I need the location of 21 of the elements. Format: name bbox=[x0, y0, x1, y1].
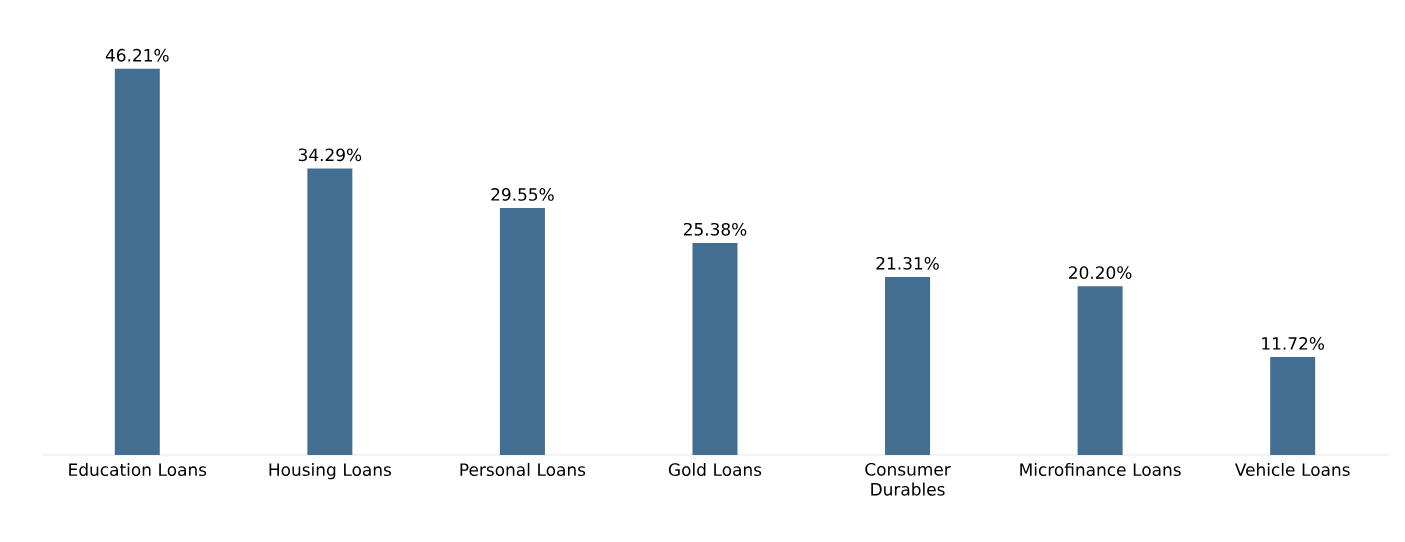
data-label: 25.38% bbox=[683, 222, 747, 236]
bar bbox=[307, 168, 353, 455]
data-label: 20.20% bbox=[1069, 266, 1132, 279]
bar bbox=[499, 208, 545, 455]
bar bbox=[885, 276, 931, 455]
x-tick-label: Consumer Durables bbox=[865, 462, 951, 496]
bar bbox=[692, 242, 738, 455]
x-tick-label: Vehicle Loans bbox=[1234, 462, 1350, 477]
x-tick-label: Education Loans bbox=[69, 462, 207, 477]
x-tick-label: Personal Loans bbox=[460, 462, 586, 477]
bar bbox=[114, 68, 160, 455]
data-label: 46.21% bbox=[105, 48, 169, 62]
x-tick-label: Microfinance Loans bbox=[1020, 462, 1181, 477]
data-label: 34.29% bbox=[298, 148, 362, 162]
bar bbox=[1270, 357, 1316, 455]
data-label: 21.31% bbox=[876, 256, 939, 270]
x-tick-label: Housing Loans bbox=[269, 462, 392, 480]
data-label: 11.72% bbox=[1262, 337, 1325, 350]
bar bbox=[1077, 286, 1123, 455]
x-tick-label: Gold Loans bbox=[668, 462, 762, 477]
data-label: 29.55% bbox=[491, 188, 554, 201]
